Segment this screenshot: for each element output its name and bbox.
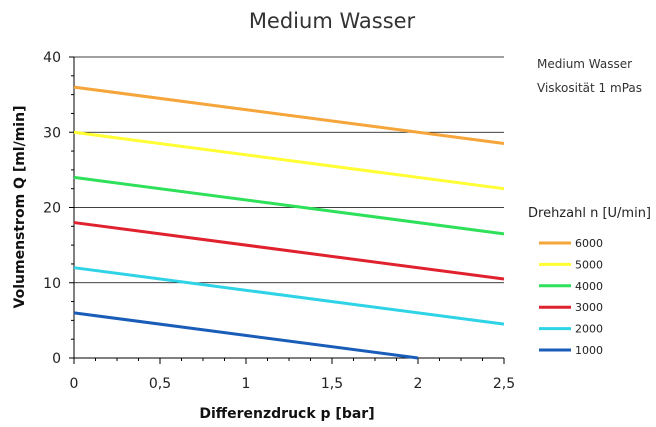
x-tick-label: 1 [242,376,251,392]
legend-label-2000: 2000 [575,323,603,336]
note-viscosity: Viskosität 1 mPas [537,81,642,95]
axes [69,56,505,364]
x-tick-label: 1,5 [321,376,343,392]
series-line-6000 [73,85,505,146]
series-line-2000 [73,266,505,326]
x-tick-labels: 0 0,5 1 1,5 2 2,5 [70,376,516,392]
y-tick-label: 10 [43,276,61,292]
y-tick-label: 40 [43,50,61,66]
series-lines [73,85,505,360]
x-tick-label: 0 [70,376,79,392]
series-line-4000 [73,175,505,236]
grid [74,56,504,284]
legend-label-1000: 1000 [575,344,603,357]
y-tick-label: 0 [52,351,61,367]
legend-title: Drehzahl n [U/min] [528,206,651,221]
y-axis-label: Volumenstrom Q [ml/min] [12,106,28,309]
note-medium: Medium Wasser [537,57,632,71]
legend: 6000 5000 4000 3000 2000 1000 [539,237,603,357]
series-line-3000 [73,221,505,281]
x-axis-label: Differenzdruck p [bar] [199,406,374,422]
x-tick-label: 0,5 [149,376,171,392]
x-tick-label: 2,5 [493,376,515,392]
chart-notes: Medium Wasser Viskosität 1 mPas [537,57,642,95]
legend-label-6000: 6000 [575,237,603,250]
x-tick-label: 2 [414,376,423,392]
legend-label-3000: 3000 [575,301,603,314]
series-line-5000 [73,130,505,191]
y-tick-labels: 0 10 20 30 40 [43,50,61,367]
legend-label-4000: 4000 [575,280,603,293]
series-line-1000 [73,311,419,360]
y-tick-label: 30 [43,125,61,141]
legend-label-5000: 5000 [575,258,603,271]
chart-title: Medium Wasser [249,9,416,33]
y-tick-label: 20 [43,201,61,217]
